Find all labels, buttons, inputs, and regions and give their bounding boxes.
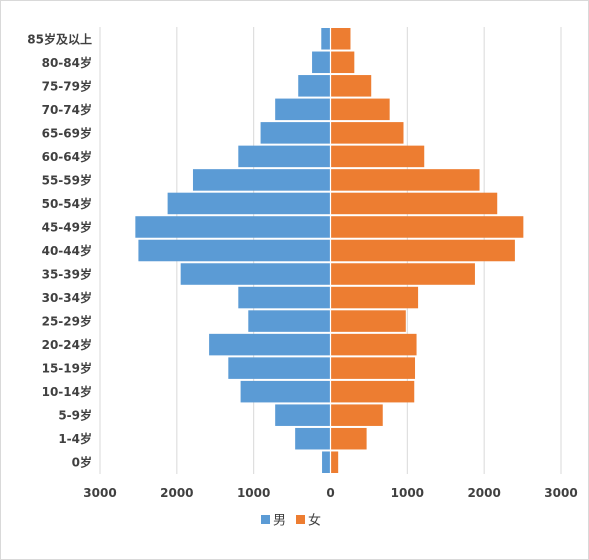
female-bar-11 [330, 286, 419, 309]
category-label-8: 45-49岁 [42, 219, 92, 234]
male-bar-13 [209, 333, 331, 356]
male-bar-0 [321, 28, 331, 50]
male-bar-3 [275, 98, 331, 121]
x-tick-label-3: 0 [326, 486, 334, 500]
male-bar-5 [238, 145, 331, 168]
category-label-10: 35-39岁 [42, 267, 92, 282]
x-tick-labels: 3000 2000 1000 0 1000 2000 3000 [83, 486, 577, 500]
category-label-2: 75-79岁 [42, 78, 92, 93]
female-bar-8 [330, 216, 524, 238]
female-bar-16 [330, 404, 383, 426]
female-bar-2 [330, 75, 372, 97]
category-label-12: 25-29岁 [42, 314, 92, 329]
male-bar-4 [260, 122, 331, 144]
female-bar-4 [330, 122, 404, 144]
male-bar-10 [180, 263, 331, 285]
category-label-17: 1-4岁 [58, 431, 92, 446]
category-label-9: 40-44岁 [42, 243, 92, 258]
category-label-1: 80-84岁 [42, 55, 92, 70]
x-tick-label-1: 2000 [160, 486, 193, 500]
category-label-5: 60-64岁 [42, 149, 92, 164]
category-label-18: 0岁 [72, 455, 92, 470]
legend-swatch-1 [296, 515, 305, 524]
female-bar-15 [330, 380, 415, 403]
category-labels: 85岁及以上 80-84岁 75-79岁 70-74岁 65-69岁 60-64岁 55-5… [27, 31, 92, 469]
male-bar-18 [322, 451, 331, 473]
male-bar-17 [295, 427, 331, 450]
legend-label-0: 男 [273, 514, 286, 529]
female-bar-7 [330, 192, 498, 215]
female-bar-12 [330, 310, 406, 332]
category-label-16: 5-9岁 [58, 408, 92, 423]
female-bar-9 [330, 239, 515, 262]
male-bar-8 [135, 216, 331, 238]
category-label-15: 10-14岁 [42, 384, 92, 399]
male-bar-2 [298, 75, 331, 97]
female-bar-10 [330, 263, 475, 285]
category-label-0: 85岁及以上 [27, 31, 92, 46]
legend-swatch-0 [261, 515, 270, 524]
male-bar-16 [275, 404, 331, 426]
male-bar-15 [240, 380, 331, 403]
x-tick-label-4: 1000 [391, 486, 424, 500]
female-bar-17 [330, 427, 367, 450]
category-label-13: 20-24岁 [42, 337, 92, 352]
female-bar-3 [330, 98, 390, 121]
legend-label-1: 女 [308, 513, 321, 529]
female-bar-13 [330, 333, 417, 356]
male-bar-12 [248, 310, 331, 332]
female-bar-18 [330, 451, 339, 473]
x-tick-label-6: 3000 [544, 486, 577, 500]
category-label-7: 50-54岁 [42, 196, 92, 211]
female-bar-1 [330, 51, 355, 74]
category-label-3: 70-74岁 [42, 102, 92, 117]
x-tick-label-2: 1000 [237, 486, 270, 500]
category-label-11: 30-34岁 [42, 290, 92, 305]
male-bar-6 [192, 169, 331, 191]
female-bar-0 [330, 28, 351, 50]
male-bar-1 [312, 51, 331, 74]
male-bar-9 [138, 239, 331, 262]
female-bar-5 [330, 145, 425, 168]
female-bar-14 [330, 357, 416, 379]
legend: 男女 [261, 513, 321, 529]
male-bar-11 [238, 286, 331, 309]
male-bar-7 [167, 192, 331, 215]
x-tick-label-0: 3000 [83, 486, 116, 500]
category-label-14: 15-19岁 [42, 361, 92, 376]
female-bar-6 [330, 169, 480, 191]
male-bar-14 [228, 357, 331, 379]
category-label-4: 65-69岁 [42, 125, 92, 140]
x-tick-label-5: 2000 [467, 486, 500, 500]
bars [135, 27, 524, 474]
category-label-6: 55-59岁 [42, 172, 92, 187]
